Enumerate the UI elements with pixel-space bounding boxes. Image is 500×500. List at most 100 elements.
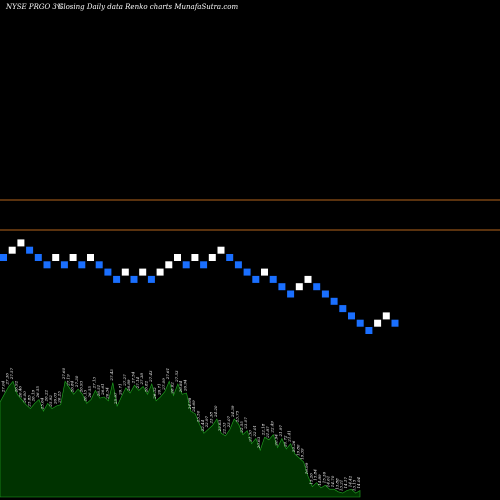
volume-label: 26.05 (52, 392, 57, 405)
volume-label: 26.93 (78, 380, 83, 393)
volume-label: 26.13 (83, 389, 88, 402)
volume-label: 26.46 (18, 386, 23, 399)
volume-label: 27.13 (91, 376, 96, 389)
volume-label: 15.84 (313, 469, 318, 481)
volume-label: 26.84 (70, 380, 75, 393)
renko-brick-down (95, 261, 103, 269)
renko-brick-up (52, 254, 60, 261)
volume-label: 21.41 (287, 430, 292, 442)
chart-subtitle: Closing Daily data Renko charts MunafaSu… (58, 3, 238, 11)
renko-brick-up (261, 268, 268, 276)
volume-label: 26.94 (183, 379, 188, 392)
volume-label: 27.38 (139, 373, 144, 386)
volume-label: 15.36 (321, 471, 326, 483)
volume-label: 26.71 (117, 383, 122, 395)
volume-label: 27.54 (131, 371, 136, 384)
renko-brick-up (87, 254, 94, 261)
renko-brick-up (17, 239, 25, 247)
volume-label: 22.97 (204, 415, 209, 428)
volume-label: 26.00 (22, 391, 27, 404)
volume-label: 24.98 (187, 397, 192, 410)
renko-brick-up (165, 261, 173, 269)
volume-label: 23.75 (235, 410, 240, 423)
volume-label: 23.50 (196, 410, 201, 423)
renko-brick-down (60, 261, 68, 269)
renko-brick-down (330, 297, 338, 305)
renko-brick-up (191, 254, 199, 261)
volume-panel: 26.5527.0427.3627.5726.9226.4626.0025.83… (0, 367, 361, 498)
volume-label: 27.53 (174, 370, 179, 383)
volume-label: 26.55 (35, 386, 40, 399)
volume-label: 22.63 (217, 419, 222, 432)
volume-label: 27.09 (161, 378, 166, 391)
volume-label: 26.34 (104, 387, 109, 400)
volume-label: 27.60 (61, 367, 66, 380)
volume-label: 26.32 (152, 387, 157, 400)
reference-lines (0, 199, 500, 231)
renko-brick-down (269, 275, 277, 283)
renko-brick-up (121, 268, 129, 276)
volume-label: 27.19 (65, 374, 70, 387)
volume-label: 26.51 (96, 385, 101, 397)
renko-brick-down (130, 275, 138, 283)
renko-brick-down (365, 327, 373, 334)
volume-label: 22.01 (252, 425, 257, 437)
volume-label: 14.70 (330, 475, 335, 487)
renko-brick-down (226, 254, 234, 261)
volume-label: 24.69 (191, 400, 196, 413)
volume-label: 24.39 (230, 405, 235, 418)
volume-label: 22.44 (200, 419, 205, 432)
volume-label: 22.33 (222, 422, 227, 435)
volume-label: 24.20 (213, 405, 218, 418)
volume-label: 23.07 (226, 415, 231, 428)
renko-brick-down (26, 246, 34, 254)
volume-label: 14.04 (356, 477, 361, 489)
volume-label: 23.38 (209, 412, 214, 425)
renko-brick-down (78, 261, 86, 269)
renko-brick-down (391, 319, 399, 327)
volume-label: 26.23 (57, 391, 62, 404)
renko-brick-up (295, 283, 303, 291)
renko-brick-down (234, 261, 242, 269)
renko-brick-down (278, 283, 286, 291)
volume-label: 14.61 (326, 476, 331, 487)
volume-label: 27.04 (0, 380, 5, 393)
renko-brick-up (208, 254, 216, 261)
volume-label: 23.07 (243, 417, 248, 430)
volume-label: 20.63 (256, 436, 261, 449)
renko-brick-up (156, 268, 164, 276)
volume-label: 27.27 (122, 374, 127, 387)
renko-brick-down (34, 254, 42, 261)
volume-label: 13.21 (339, 480, 344, 491)
volume-label: 14.42 (347, 475, 352, 487)
renko-brick-up (217, 246, 225, 254)
renko-brick-down (313, 283, 321, 291)
renko-brick-up (382, 312, 390, 320)
volume-area (0, 380, 361, 498)
volume-label: 14.17 (343, 477, 348, 489)
renko-brick-down (182, 261, 190, 269)
renko-brick-down (356, 319, 364, 327)
volume-label: 14.89 (317, 474, 322, 486)
volume-label: 27.61 (165, 368, 170, 380)
volume-label: 27.30 (74, 375, 79, 388)
volume-label: 22.55 (239, 421, 244, 434)
chart-title: NYSE PRGO 3% (5, 3, 64, 11)
volume-label: 26.55 (87, 386, 92, 399)
volume-label: 19.80 (295, 444, 300, 456)
volume-label: 21.97 (278, 425, 283, 438)
volume-label: 16.99 (304, 462, 309, 474)
renko-brick-down (287, 290, 295, 298)
renko-brick-up (8, 246, 16, 254)
volume-label: 26.62 (170, 382, 175, 395)
renko-brick-down (104, 268, 112, 276)
volume-label: 20.72 (282, 435, 287, 448)
volume-label: 25.97 (113, 392, 118, 405)
volume-label: 26.82 (144, 380, 149, 393)
renko-brick-up (374, 319, 382, 327)
volume-label: 27.43 (109, 369, 114, 382)
volume-label: 27.36 (5, 373, 10, 386)
volume-label: 27.57 (9, 367, 14, 380)
renko-brick-up (304, 275, 312, 283)
